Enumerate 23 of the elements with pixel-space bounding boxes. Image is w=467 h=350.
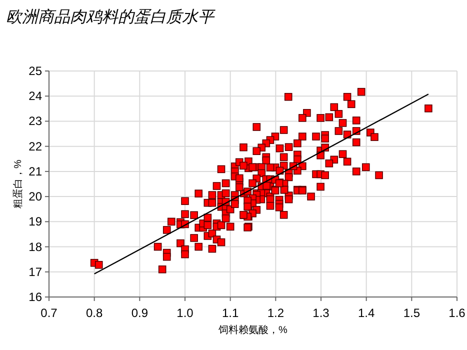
x-tick-label: 1.3 <box>312 306 330 320</box>
y-tick-label: 25 <box>28 64 42 78</box>
x-tick-label: 0.8 <box>86 306 103 320</box>
x-tick-label: 0.7 <box>40 306 58 320</box>
x-axis-title: 饲料赖氨酸，% <box>218 324 288 336</box>
y-tick-label: 18 <box>28 240 42 254</box>
x-tick-label: 1.5 <box>403 306 420 320</box>
x-tick-label: 1.1 <box>222 306 239 320</box>
y-tick-label: 16 <box>28 290 42 304</box>
chart-title: 欧洲商品肉鸡料的蛋白质水平 <box>6 8 216 26</box>
y-tick-label: 22 <box>28 139 42 154</box>
y-axis-title: 粗蛋白，% <box>12 159 24 208</box>
y-tick-label: 17 <box>28 264 42 279</box>
y-tick-label: 20 <box>28 190 42 204</box>
x-tick-label: 0.9 <box>131 306 148 320</box>
x-tick-label: 1.4 <box>358 306 375 320</box>
x-tick-label: 1.0 <box>176 306 194 320</box>
y-tick-label: 23 <box>28 114 42 128</box>
y-tick-label: 24 <box>28 89 42 104</box>
x-tick-label: 1.6 <box>448 306 466 320</box>
y-tick-label: 19 <box>28 214 42 229</box>
x-tick-label: 1.2 <box>267 306 284 320</box>
y-tick-label: 21 <box>28 164 42 178</box>
